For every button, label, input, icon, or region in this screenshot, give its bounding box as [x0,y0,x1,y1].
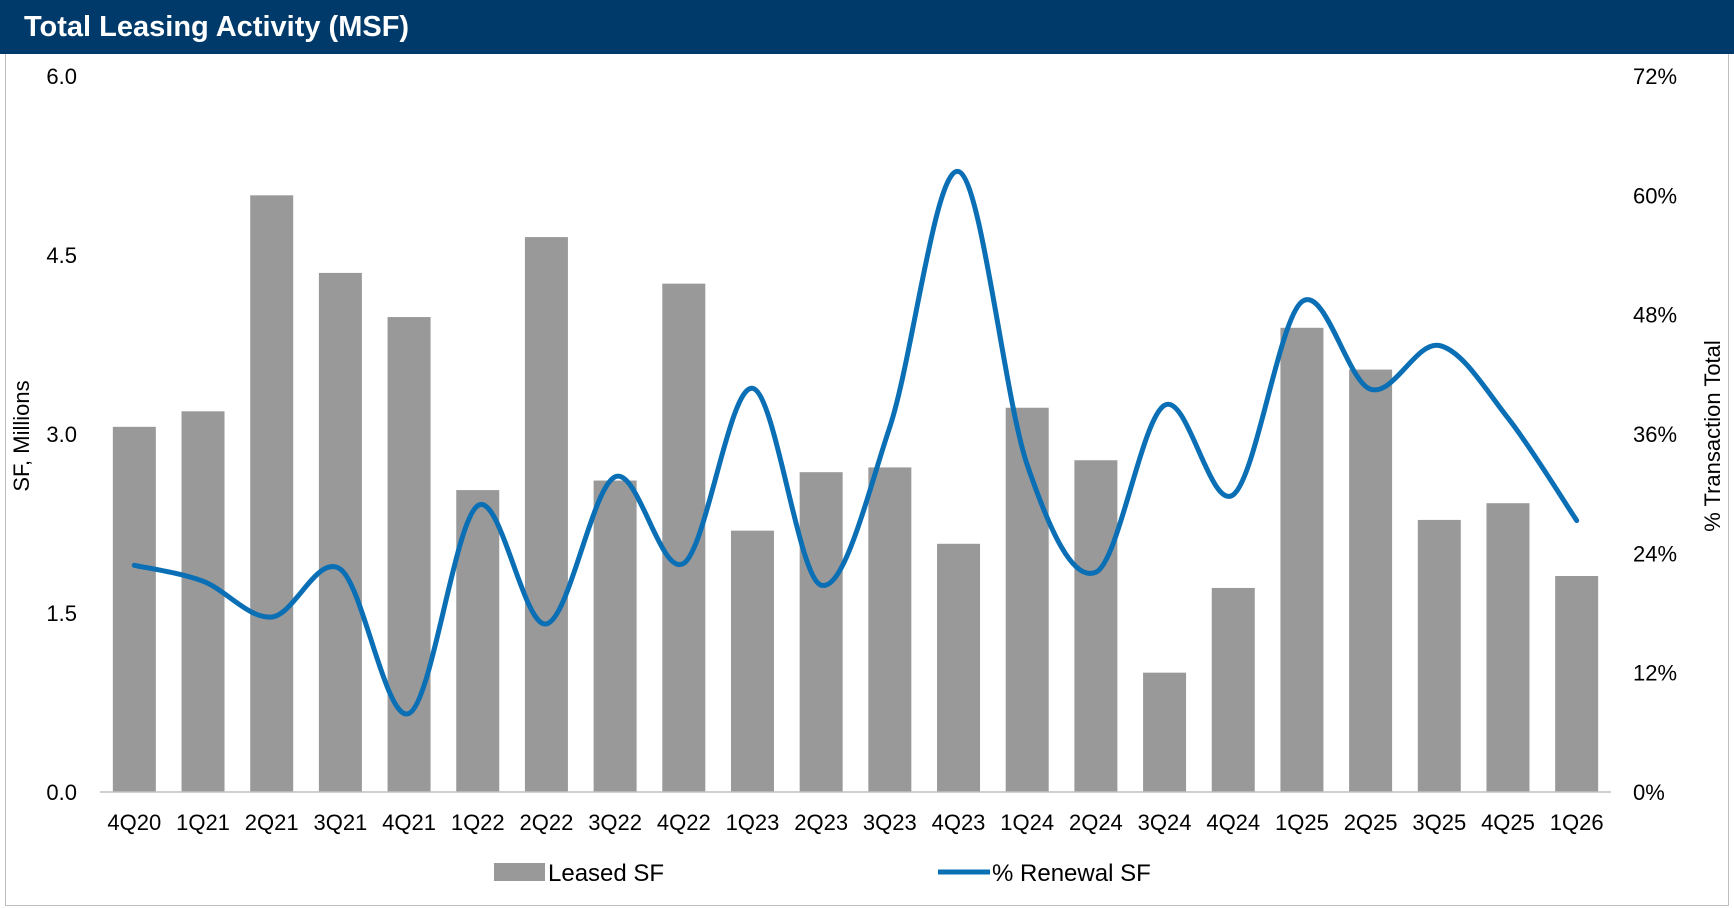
bar-3Q25 [1417,519,1461,792]
y2-tick-label: 24% [1633,541,1677,566]
x-tick-label: 2Q23 [794,810,848,835]
y-tick-label: 1.5 [46,601,77,626]
x-tick-label: 4Q21 [382,810,436,835]
legend-swatch-leased [494,863,545,881]
bar-4Q20 [112,426,156,792]
x-tick-label: 3Q21 [313,810,367,835]
x-tick-label: 4Q25 [1481,810,1535,835]
y-tick-label: 0.0 [46,780,77,805]
x-tick-label: 1Q21 [176,810,230,835]
left-axis-ticks: 0.0 1.5 3.0 4.5 6.0 [46,64,77,805]
chart-title: Total Leasing Activity (MSF) [24,11,410,43]
bar-2Q23 [799,472,843,792]
y2-tick-label: 60% [1633,183,1677,208]
x-tick-label: 4Q20 [107,810,161,835]
x-tick-label: 3Q25 [1412,810,1466,835]
y-tick-label: 4.5 [46,243,77,268]
bar-1Q23 [730,530,774,792]
x-tick-label: 1Q26 [1550,810,1604,835]
y2-tick-label: 0% [1633,780,1665,805]
legend: Leased SF % Renewal SF [494,860,1151,887]
bar-1Q21 [181,411,225,792]
bar-4Q23 [937,543,981,792]
y-tick-label: 6.0 [46,64,77,89]
y2-tick-label: 36% [1633,422,1677,447]
bar-3Q21 [318,272,362,792]
series-line-renewal [131,169,1580,716]
y-axis-title: SF, Millions [9,380,34,491]
x-tick-label: 3Q23 [863,810,917,835]
y2-tick-label: 12% [1633,661,1677,686]
x-tick-label: 3Q22 [588,810,642,835]
x-tick-label: 2Q24 [1069,810,1123,835]
bar-2Q22 [524,237,568,793]
right-axis-ticks: 0% 12% 24% 36% 48% 60% 72% [1633,64,1677,805]
y2-tick-label: 48% [1633,303,1677,328]
bar-2Q24 [1074,460,1118,792]
x-tick-label: 2Q22 [520,810,574,835]
bar-1Q26 [1555,576,1599,792]
bar-4Q24 [1211,587,1255,792]
x-tick-label: 3Q24 [1138,810,1192,835]
x-tick-label: 4Q23 [932,810,986,835]
y2-tick-label: 72% [1633,64,1677,89]
bar-2Q25 [1349,369,1393,792]
bars-group [112,195,1599,793]
bar-3Q23 [868,467,912,792]
bar-2Q21 [250,195,294,793]
chart-frame [5,54,1729,906]
bar-4Q25 [1486,503,1530,792]
chart-header: Total Leasing Activity (MSF) [0,0,1734,54]
bar-1Q25 [1280,327,1324,792]
legend-label-leased: Leased SF [548,860,664,887]
x-tick-label: 1Q22 [451,810,505,835]
y-tick-label: 3.0 [46,422,77,447]
bar-3Q24 [1143,672,1187,792]
x-tick-label: 2Q21 [245,810,299,835]
x-tick-label: 4Q24 [1206,810,1260,835]
x-axis-ticks: 4Q20 1Q21 2Q21 3Q21 4Q21 1Q22 2Q22 3Q22 4Q22 1Q23… [107,810,1603,835]
x-tick-label: 4Q22 [657,810,711,835]
bar-4Q21 [387,317,431,792]
x-tick-label: 2Q25 [1344,810,1398,835]
x-tick-label: 1Q25 [1275,810,1329,835]
bar-3Q22 [593,480,637,792]
legend-label-renewal: % Renewal SF [992,860,1151,887]
y2-axis-title: % Transaction Total [1700,340,1725,532]
x-tick-label: 1Q23 [726,810,780,835]
x-tick-label: 1Q24 [1000,810,1054,835]
